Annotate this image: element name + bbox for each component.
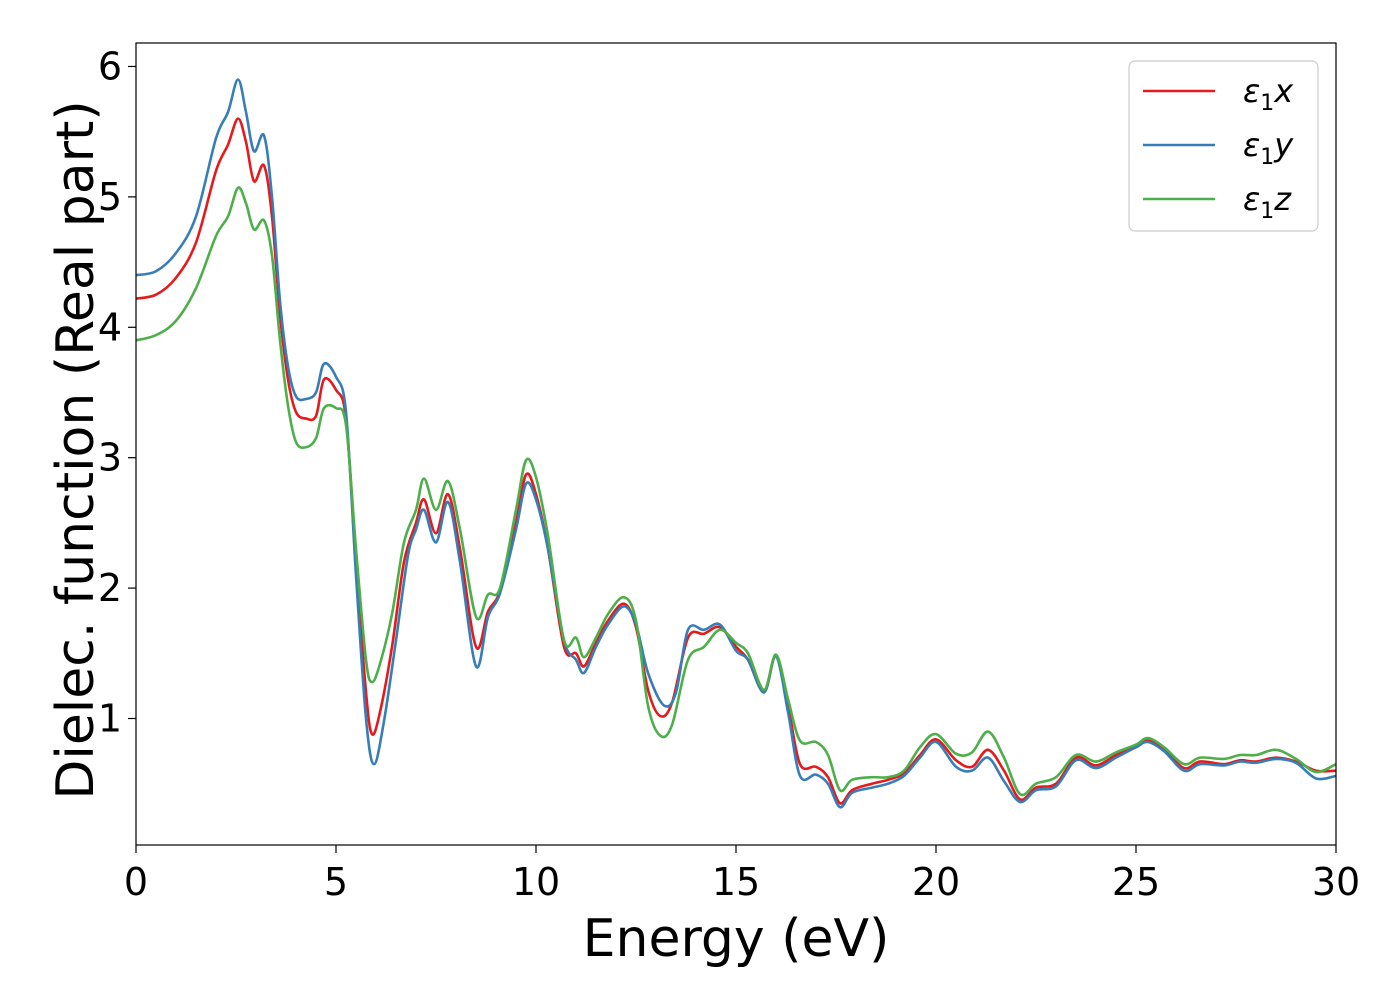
legend-box (1128, 60, 1319, 232)
x-tick-label: 0 (124, 860, 148, 904)
series-line-z (136, 186, 1336, 797)
x-tick-label: 10 (512, 860, 560, 904)
x-tick-label: 20 (912, 860, 960, 904)
y-axis: 1 2 3 4 5 6 (98, 44, 136, 741)
x-tick-label: 25 (1112, 860, 1160, 904)
y-axis-title: Dielec. function (Real part) (46, 100, 106, 799)
x-tick-label: 30 (1312, 860, 1360, 904)
legend: ε1x ε1y ε1z (1128, 60, 1319, 232)
x-axis: 0 5 10 15 20 25 30 (124, 845, 1360, 904)
y-tick-label: 2 (98, 566, 122, 610)
x-axis-title: Energy (eV) (583, 909, 890, 969)
y-tick-label: 6 (98, 44, 122, 88)
x-tick-label: 15 (712, 860, 760, 904)
y-tick-label: 5 (98, 175, 122, 219)
y-tick-label: 3 (98, 436, 122, 480)
y-tick-label: 1 (98, 697, 122, 741)
x-tick-label: 5 (324, 860, 348, 904)
legend-label-y: ε1y (1243, 126, 1294, 170)
series-line-y (136, 78, 1336, 809)
legend-label-x: ε1x (1243, 72, 1294, 116)
series-line-x (136, 117, 1336, 805)
y-tick-label: 4 (98, 305, 122, 349)
legend-label-z: ε1z (1243, 180, 1292, 224)
plot-lines (136, 78, 1336, 809)
